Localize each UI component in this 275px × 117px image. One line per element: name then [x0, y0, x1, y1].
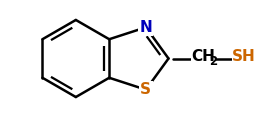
Text: SH: SH — [232, 49, 255, 64]
Text: S: S — [140, 82, 151, 97]
Text: N: N — [139, 20, 152, 35]
Text: 2: 2 — [210, 55, 218, 68]
Text: CH: CH — [191, 49, 215, 64]
